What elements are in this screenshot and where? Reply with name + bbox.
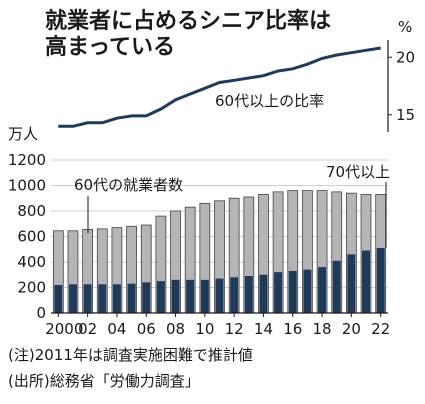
x-tick-label: 20 [342, 320, 361, 338]
x-tick-label: 06 [137, 320, 156, 338]
y-tick-label: 200 [17, 279, 46, 297]
bar-seventies-plus-workers [98, 284, 107, 313]
ratio-unit-label: % [398, 18, 412, 36]
bar-seventies-plus-workers [259, 274, 268, 313]
ratio-series-line [58, 46, 381, 128]
x-tick-label: 14 [254, 320, 273, 338]
bar-seventies-plus-workers [274, 272, 283, 313]
chart-title: 就業者に占めるシニア比率は 高まっている [45, 8, 331, 60]
bar-seventies-plus-workers [127, 283, 136, 313]
bar-seventies-plus-workers [347, 254, 356, 313]
bar-seventies-plus-workers [54, 284, 63, 313]
x-tick-label: 16 [283, 320, 302, 338]
bar-seventies-plus-workers [215, 278, 224, 313]
ratio-series-label: 60代以上の比率 [215, 92, 324, 110]
bar-seventies-plus-workers [142, 282, 151, 313]
y-tick-label: 0 [36, 304, 46, 322]
bar-seventies-plus-workers [68, 284, 77, 313]
ratio-tick-label: 15 [396, 106, 415, 124]
seventies-series-label: 70代以上 [326, 163, 390, 181]
bar-seventies-plus-workers [171, 279, 180, 313]
sixties-series-label: 60代の就業者数 [74, 176, 183, 194]
note-source: (出所)総務省「労働力調査」 [8, 372, 200, 390]
bar-seventies-plus-workers [200, 279, 209, 313]
note-estimate: (注)2011年は調査実施困難で推計値 [8, 346, 253, 364]
ratio-line-panel: % 20 15 60代以上の比率 [58, 18, 415, 132]
x-tick-label: 04 [107, 320, 126, 338]
bar-seventies-plus-workers [332, 260, 341, 313]
chart-title-line-2: 高まっている [45, 34, 175, 60]
bar-seventies-plus-workers [318, 267, 327, 313]
y-tick-label: 1000 [8, 177, 46, 195]
y-tick-label: 1200 [8, 151, 46, 169]
bar-seventies-plus-workers [156, 281, 165, 313]
bar-seventies-plus-workers [288, 270, 297, 313]
bar-seventies-plus-workers [186, 279, 195, 313]
y-tick-label: 400 [17, 253, 46, 271]
ratio-tick-label: 20 [396, 48, 415, 66]
bar-seventies-plus-workers [362, 250, 371, 313]
bar-seventies-plus-workers [112, 284, 121, 313]
bar-seventies-plus-workers [83, 284, 92, 313]
x-tick-label: 12 [225, 320, 244, 338]
chart-title-line-1: 就業者に占めるシニア比率は [45, 8, 331, 34]
bar-seventies-plus-workers [230, 277, 239, 313]
bar-seventies-plus-workers [376, 247, 385, 313]
x-tick-label: 08 [166, 320, 185, 338]
x-tick-label: 22 [371, 320, 390, 338]
y-tick-label: 800 [17, 202, 46, 220]
x-tick-label: 02 [78, 320, 97, 338]
bar-seventies-plus-workers [303, 269, 312, 313]
x-tick-label: 10 [195, 320, 214, 338]
bar-seventies-plus-workers [244, 276, 253, 313]
workers-unit-label: 万人 [8, 125, 38, 143]
y-tick-label: 600 [17, 228, 46, 246]
x-tick-label: 2000 [45, 320, 83, 338]
x-tick-label: 18 [313, 320, 332, 338]
